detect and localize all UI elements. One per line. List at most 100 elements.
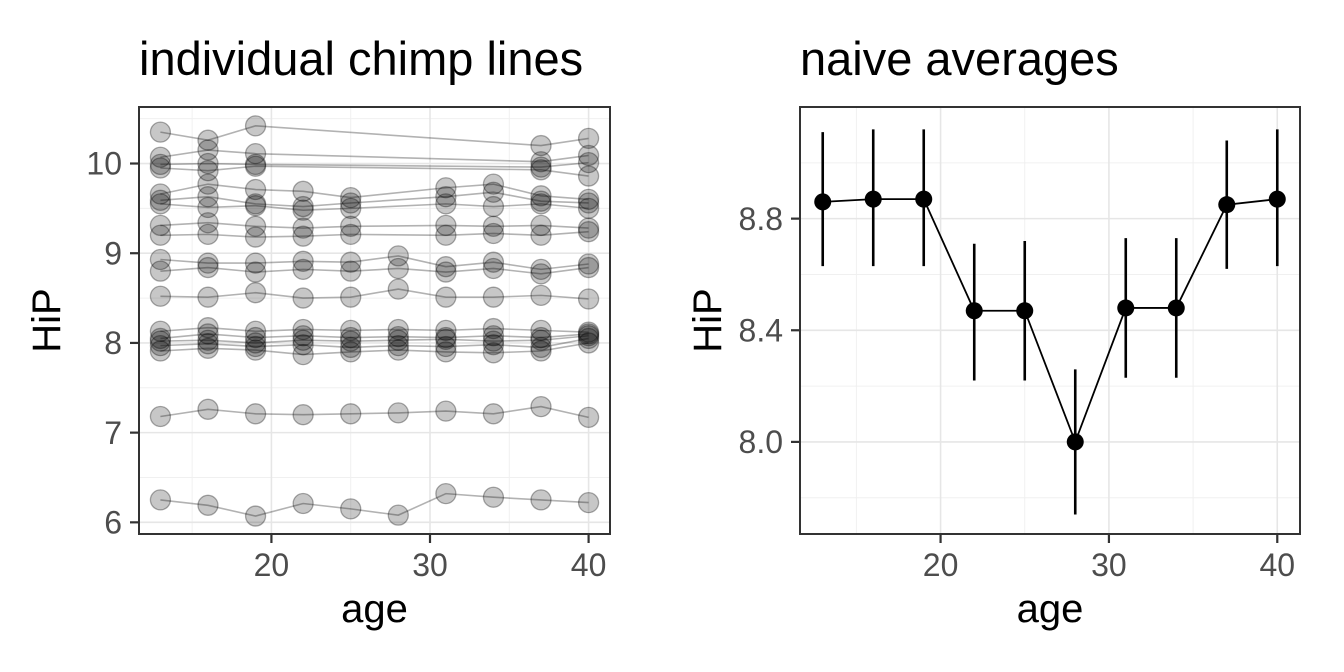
chimp-point [577,332,600,354]
chimp-point [482,334,505,356]
chimp-line [160,230,589,238]
chimp-point [530,284,552,307]
x-tick-label: 20 [923,547,959,583]
chimp-point [577,406,600,429]
y-tick-label: 6 [104,505,122,541]
chimp-point [244,335,267,358]
chimp-line [160,288,589,300]
chimp-point [577,325,600,347]
mean-point [1218,196,1236,214]
y-tick-label: 9 [104,235,122,271]
chimp-point [292,329,314,351]
chimp-point [197,256,219,279]
chimp-point [387,245,409,267]
chimp-line [160,191,589,208]
chimp-point [577,321,600,343]
chimp-point [244,326,267,349]
chimp-point [149,153,172,176]
chimp-point [482,215,505,237]
chimp-point [577,217,600,239]
chimp-point [530,134,552,157]
chimp-point [149,183,172,205]
chimp-line [160,334,589,344]
chimp-point [387,334,409,357]
panel-background [139,107,610,534]
panel-border [138,106,611,535]
chimp-point [244,155,267,177]
chimp-point [149,146,172,168]
chimp-point [292,334,314,356]
chimp-point [530,214,552,237]
chimp-point [340,403,362,425]
chimp-point [197,398,219,420]
mean-point [864,190,882,208]
chimp-point [292,225,314,247]
chimp-line [160,405,589,419]
chimp-point [244,215,267,237]
chimp-point [197,212,219,234]
chimp-point [577,491,600,514]
chimp-point [387,278,409,300]
chimp-point [292,492,314,515]
chimp-line [160,203,589,211]
chimp-point [197,329,219,351]
chimp-point [292,195,314,218]
chimp-point [149,157,172,179]
chimp-point [292,217,314,239]
chimp-point [292,318,314,341]
chimp-point [340,336,362,359]
chimp-point [435,482,457,505]
y-tick-label: 10 [86,146,122,182]
chimp-point [149,285,172,307]
chimp-point [340,286,362,308]
mean-point [1167,299,1185,317]
chimp-point [435,186,457,208]
chimp-point [149,214,172,237]
chimp-point [530,340,552,362]
chimp-point [435,224,457,246]
chimp-point [149,327,172,350]
chimp-point [292,199,314,221]
panel-title: individual chimp lines [139,32,583,85]
chimp-point [244,403,267,425]
chimp-point [530,159,552,181]
y-tick-label: 8.8 [739,201,783,237]
chimp-point [244,195,267,217]
chimp-point [482,195,505,218]
chimp-point [387,504,409,526]
chimp-line [160,255,589,271]
chimp-line [160,333,589,340]
chimp-point [482,257,505,280]
chimp-line [160,165,589,177]
chimp-point [197,186,219,208]
chimp-point [387,257,409,280]
x-axis-title: age [341,587,408,631]
mean-point [965,302,983,320]
chimp-point [530,193,552,215]
chimp-point [530,151,552,173]
chimp-point [244,193,267,215]
chimp-point [292,343,314,366]
chimp-point [577,151,600,174]
chimp-point [244,505,267,527]
y-tick-label: 8.4 [739,312,783,348]
chimp-point [149,405,172,428]
mean-point [814,193,832,211]
chimp-point [530,489,552,511]
chimp-point [577,192,600,214]
y-axis-title: HiP [686,288,730,352]
chimp-point [244,320,267,342]
chimp-point [340,498,362,520]
chimp-point [482,486,505,508]
chimp-point [530,326,552,349]
chimp-point [197,286,219,308]
chimp-point [387,402,409,424]
chimp-point [292,250,314,272]
chimp-point [149,340,172,362]
chimp-point [197,173,219,195]
chimp-line [160,149,589,163]
chimp-point [435,261,457,283]
y-tick-label: 8 [104,325,122,361]
